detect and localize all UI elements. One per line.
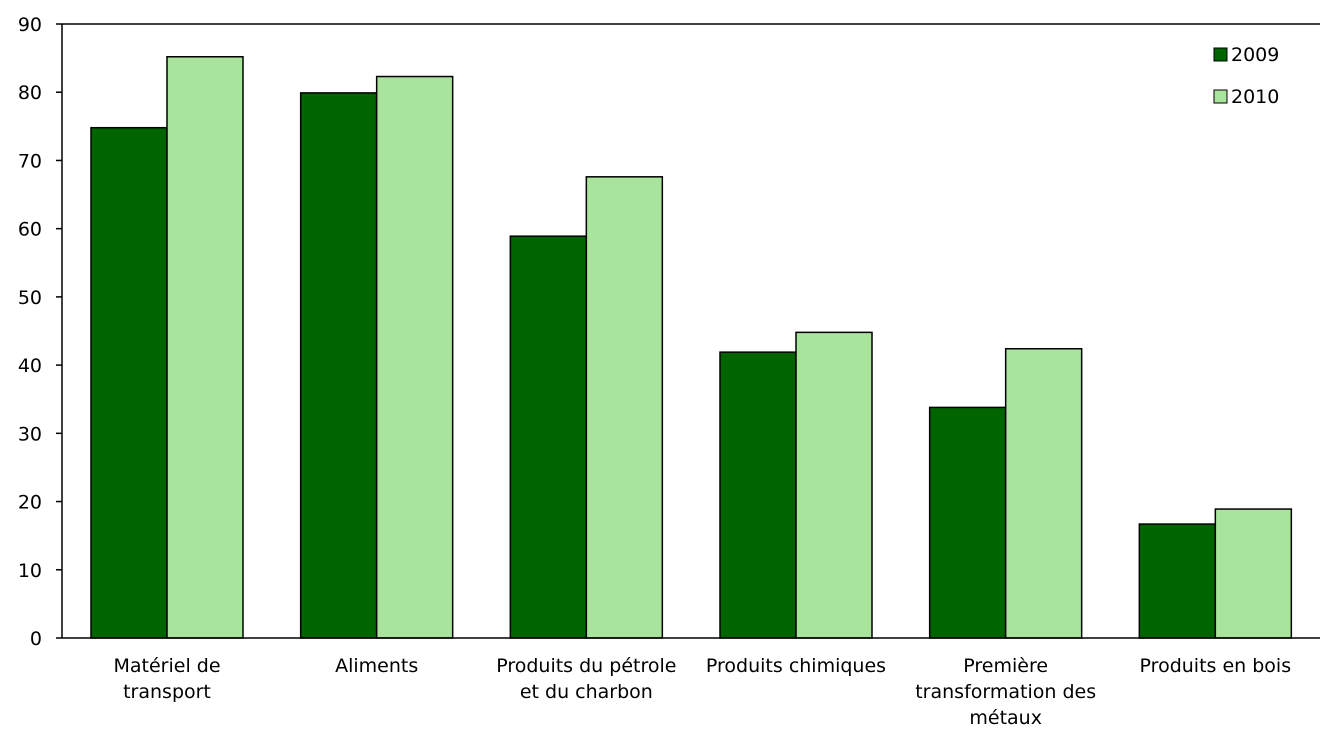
- bar-2010-1: [375, 75, 454, 639]
- x-category-label-line: Produits chimiques: [706, 655, 886, 677]
- bar-2009-5: [1138, 523, 1217, 639]
- x-category-label-line: Produits du pétrole: [496, 655, 676, 677]
- y-tick-label: 0: [30, 628, 42, 650]
- legend-label-2009: 2009: [1231, 44, 1279, 66]
- legend: 2009 2010: [1213, 44, 1279, 108]
- legend-swatch-2009: [1213, 47, 1228, 62]
- x-category-label-line: métaux: [969, 707, 1042, 729]
- y-tick-label: 70: [18, 150, 42, 172]
- bar-2009-0: [90, 126, 168, 639]
- bar-2009-2: [509, 235, 588, 639]
- x-axis-category-labels: Matériel de transport Aliments Produits du …: [113, 655, 1291, 729]
- x-category-label-line: Aliments: [335, 655, 418, 677]
- bar-2010-2: [585, 176, 664, 639]
- x-category-label-line: Matériel de: [113, 655, 220, 677]
- x-category-label-line: transformation des: [915, 681, 1096, 703]
- x-category-label: Matériel de transport: [113, 655, 220, 703]
- y-tick-label: 20: [18, 492, 42, 514]
- y-tick-label: 40: [18, 355, 42, 377]
- y-axis-ticks: 0 10 20 30 40 50 60 70 80 90: [18, 14, 62, 650]
- bars-layer: [90, 55, 1293, 639]
- x-category-label-line: et du charbon: [520, 681, 653, 703]
- x-category-label: Produits du pétrole et du charbon: [496, 655, 676, 703]
- y-tick-label: 50: [18, 287, 42, 309]
- axes-layer: [61, 23, 1320, 639]
- legend-label-2010: 2010: [1231, 86, 1279, 108]
- x-category-label-line: Produits en bois: [1140, 655, 1292, 677]
- bar-2010-3: [795, 331, 873, 639]
- bar-2009-4: [928, 406, 1007, 639]
- y-tick-label: 90: [18, 14, 42, 36]
- bar-2010-0: [166, 55, 244, 639]
- x-category-label: Première transformation des métaux: [915, 655, 1096, 729]
- bar-2010-4: [1004, 347, 1083, 639]
- y-tick-label: 30: [18, 423, 42, 445]
- x-category-label: Aliments: [335, 655, 418, 677]
- y-tick-label: 10: [18, 560, 42, 582]
- x-category-label-line: Première: [963, 655, 1048, 677]
- legend-swatch-2010: [1213, 89, 1228, 104]
- y-tick-label: 80: [18, 82, 42, 104]
- bar-2009-1: [299, 92, 378, 639]
- x-category-label: Produits chimiques: [706, 655, 886, 677]
- bar-2010-5: [1214, 508, 1293, 639]
- x-category-label-line: transport: [123, 681, 211, 703]
- y-tick-label: 60: [18, 219, 42, 241]
- x-category-label: Produits en bois: [1140, 655, 1292, 677]
- bar-2009-3: [719, 351, 797, 639]
